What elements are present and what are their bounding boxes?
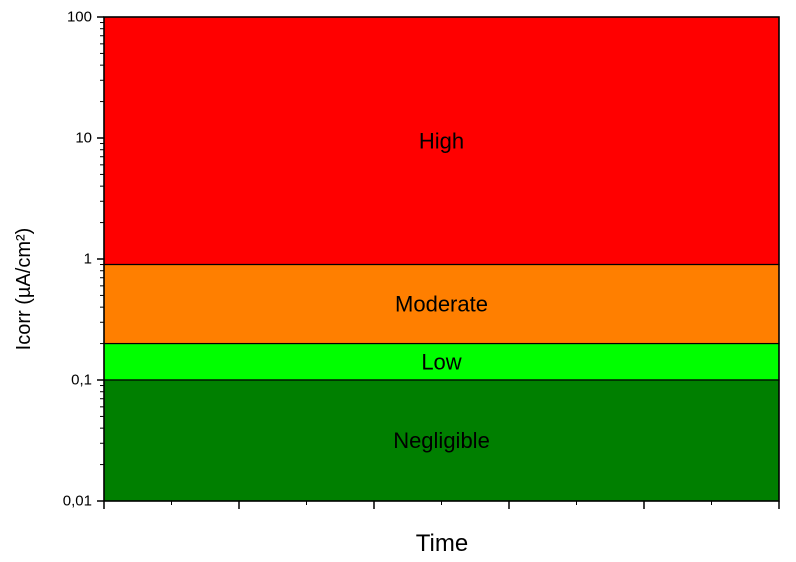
band-label-negligible: Negligible — [393, 428, 490, 453]
x-axis-title: Time — [416, 530, 468, 557]
band-high — [103, 16, 780, 266]
y-tick-label: 100 — [67, 9, 92, 26]
y-axis-title: Icorr (µA/cm²) — [13, 228, 35, 351]
band-labels-layer: High Moderate Low Negligible — [393, 128, 490, 453]
y-tick-label: 1 — [84, 251, 92, 268]
band-low — [103, 342, 780, 381]
bands-layer — [103, 16, 780, 502]
band-negligible — [103, 379, 780, 502]
band-moderate — [103, 263, 780, 345]
band-label-high: High — [419, 128, 464, 153]
y-tick-label: 0,1 — [71, 372, 92, 389]
y-tick-label: 0,01 — [63, 493, 92, 510]
band-label-low: Low — [421, 349, 461, 374]
y-axis: 100 10 1 0,1 0,01 — [63, 9, 104, 510]
band-label-moderate: Moderate — [395, 292, 488, 317]
y-tick-label: 10 — [75, 130, 92, 147]
x-axis — [103, 501, 780, 509]
